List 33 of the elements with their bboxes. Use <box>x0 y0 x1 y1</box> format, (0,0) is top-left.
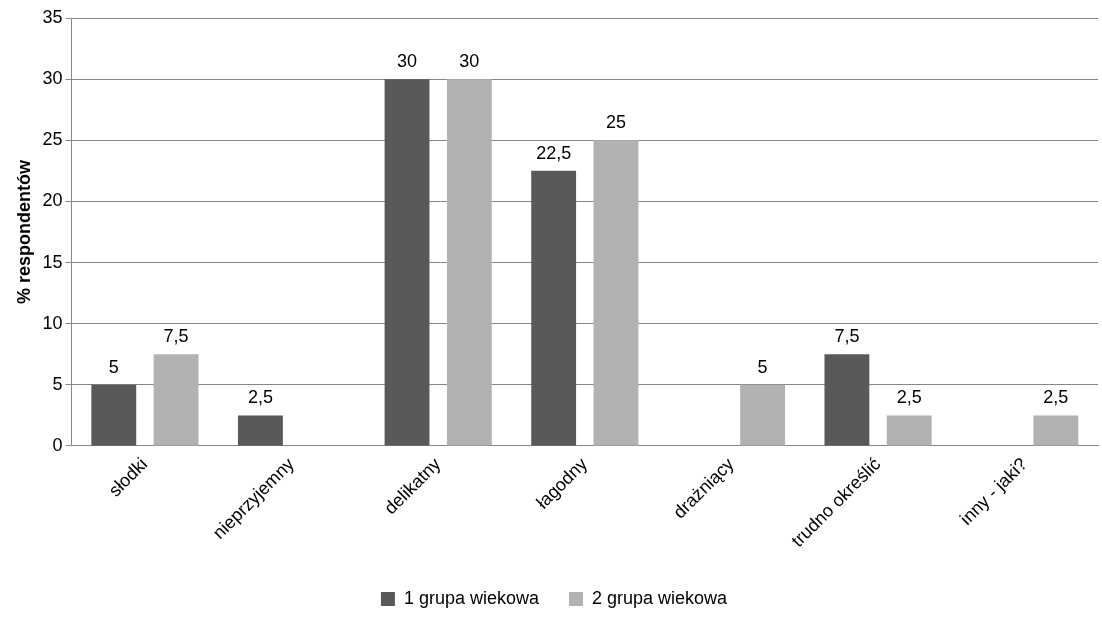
bar <box>384 79 430 446</box>
data-label: 2,5 <box>247 387 273 408</box>
data-label: 2,5 <box>1043 387 1069 408</box>
legend-label: 2 grupa wiekowa <box>592 587 729 608</box>
y-tick-label: 0 <box>52 434 63 455</box>
y-axis-title: % respondentów <box>13 158 34 304</box>
bar <box>237 415 283 446</box>
bar <box>446 79 492 446</box>
y-tick-label: 5 <box>52 373 63 394</box>
bar <box>824 354 870 446</box>
bar <box>886 415 932 446</box>
bar <box>740 384 786 446</box>
bar <box>153 354 199 446</box>
data-label: 7,5 <box>163 326 189 347</box>
data-label: 2,5 <box>896 387 922 408</box>
data-label: 30 <box>397 51 418 72</box>
data-label: 22,5 <box>536 142 572 163</box>
bar <box>1033 415 1079 446</box>
data-label: 5 <box>757 356 768 377</box>
data-label: 5 <box>108 356 119 377</box>
bar <box>593 140 639 446</box>
y-tick-label: 30 <box>42 68 63 89</box>
y-tick-label: 10 <box>42 312 63 333</box>
bar <box>91 384 137 446</box>
legend-label: 1 grupa wiekowa <box>403 587 540 608</box>
bar <box>531 170 577 446</box>
data-label: 25 <box>605 112 626 133</box>
data-label: 30 <box>459 51 480 72</box>
y-tick-label: 35 <box>42 6 63 27</box>
y-tick-label: 20 <box>42 190 63 211</box>
data-label: 7,5 <box>834 326 860 347</box>
y-tick-label: 15 <box>42 251 63 272</box>
y-tick-label: 25 <box>42 129 63 150</box>
